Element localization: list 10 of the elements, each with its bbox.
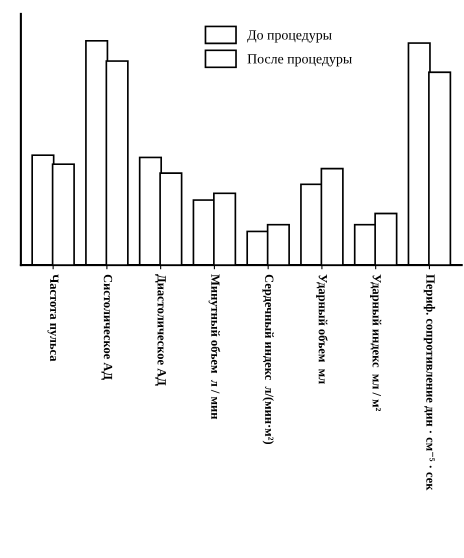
legend-label: До процедуры: [247, 30, 332, 43]
x-tick-label: Сердечный индекс л/(мин·м²): [262, 274, 274, 444]
x-tick-label: Ударный индекс мл / м²: [370, 274, 382, 412]
x-tick-label: Систолическое АД: [101, 274, 112, 380]
x-tick-label: Минутный объем л / мин: [208, 274, 220, 420]
x-tick-label: Частота пульса: [47, 274, 58, 362]
x-tick-label: Диастолическое АД: [154, 274, 166, 386]
x-tick-label: Периф. сопротивление дин · см⁻⁵ · сек: [424, 274, 436, 490]
legend-label: После процедуры: [248, 54, 352, 66]
x-tick-label: Ударный объем мл: [316, 274, 328, 384]
